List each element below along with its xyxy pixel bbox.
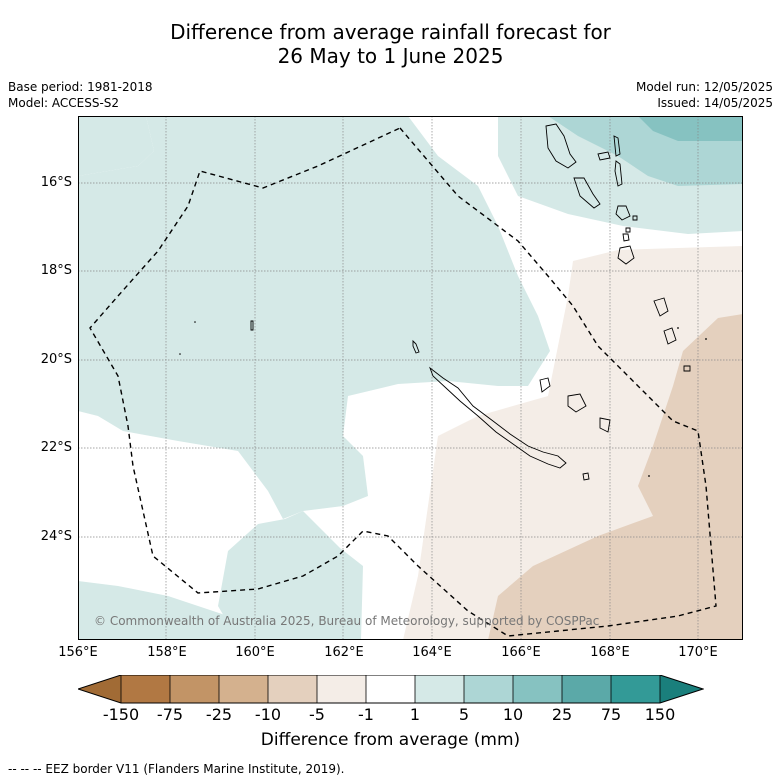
- rainfall-map: [78, 116, 743, 640]
- legend-tick-8: 10: [502, 705, 524, 724]
- lon-label-160e: 160°E: [235, 645, 275, 660]
- legend-tick-4: -5: [309, 705, 325, 724]
- lat-label-22s: 22°S: [40, 440, 72, 455]
- legend-swatch-3: [219, 675, 268, 703]
- map-title: Difference from average rainfall forecas…: [0, 20, 781, 68]
- base-period: Base period: 1981-2018: [8, 80, 153, 94]
- legend-tick-7: 5: [458, 705, 470, 724]
- legend-tick-2: -25: [205, 705, 233, 724]
- lon-label-156e: 156°E: [58, 645, 98, 660]
- legend-swatch-4: [268, 675, 317, 703]
- copyright-notice: © Commonwealth of Australia 2025, Bureau…: [94, 614, 600, 628]
- chesterfield-islet-2: [194, 321, 196, 323]
- colorbar-legend: [76, 674, 705, 709]
- wet-light-region-southwest: [78, 581, 238, 640]
- lon-label-168e: 168°E: [590, 645, 630, 660]
- lon-label-166e: 166°E: [501, 645, 541, 660]
- legend-tick-10: 75: [600, 705, 622, 724]
- island-east-1: [653, 297, 669, 317]
- title-line-1: Difference from average rainfall forecas…: [170, 20, 611, 44]
- new-caledonia-island: [429, 366, 567, 469]
- vanuatu-pentecost: [614, 160, 623, 187]
- chesterfield-islet-3: [179, 353, 181, 355]
- issued-date: Issued: 14/05/2025: [657, 96, 773, 110]
- lat-label-20s: 20°S: [40, 352, 72, 367]
- lon-label-162e: 162°E: [324, 645, 364, 660]
- dry-mid-region: [488, 314, 743, 640]
- vanuatu-efate: [615, 205, 631, 221]
- eez-footnote: -- -- -- EEZ border V11 (Flanders Marine…: [8, 762, 345, 776]
- legend-swatch-10: [562, 675, 611, 703]
- legend-tick-3: -10: [254, 705, 282, 724]
- legend-swatch-6: [366, 675, 415, 703]
- lat-label-24s: 24°S: [40, 529, 72, 544]
- legend-tick-6: 1: [409, 705, 421, 724]
- legend-tick-9: 25: [551, 705, 573, 724]
- legend-swatch-7: [415, 675, 464, 703]
- title-line-2: 26 May to 1 June 2025: [277, 44, 504, 68]
- vanuatu-erromango: [622, 233, 630, 242]
- legend-swatch-2: [170, 675, 219, 703]
- meta-right: Model run: 12/05/2025 Issued: 14/05/2025: [636, 79, 773, 111]
- wet-light-region-main: [78, 116, 550, 519]
- island-east-2: [663, 327, 677, 345]
- belep-islands: [412, 339, 420, 354]
- legend-swatch-0: [78, 675, 121, 703]
- legend-swatch-9: [513, 675, 562, 703]
- vanuatu-small-island-2: [632, 215, 638, 221]
- loyalty-island-ouvea: [539, 377, 551, 393]
- loyalty-island-lifou: [567, 393, 587, 413]
- legend-tick-11: 150: [644, 705, 676, 724]
- chesterfield-islet-1: [250, 320, 254, 331]
- legend-swatch-5: [317, 675, 366, 703]
- island-east-dot-3: [648, 475, 650, 477]
- lon-label-170e: 170°E: [678, 645, 718, 660]
- legend-tick-1: -75: [156, 705, 184, 724]
- wet-strong-region: [638, 116, 743, 141]
- vanuatu-tanna: [617, 245, 635, 265]
- legend-swatch-11: [611, 675, 660, 703]
- lat-label-16s: 16°S: [40, 175, 72, 190]
- vanuatu-espiritu-santo: [545, 123, 577, 169]
- vanuatu-malekula: [573, 177, 601, 209]
- isle-of-pines: [582, 472, 590, 481]
- map-border: [78, 116, 743, 640]
- lon-label-164e: 164°E: [412, 645, 452, 660]
- model-name: Model: ACCESS-S2: [8, 96, 120, 110]
- legend-swatch-1: [121, 675, 170, 703]
- graticule: [78, 116, 743, 640]
- island-east-dot-2: [677, 327, 679, 329]
- vanuatu-ambae: [597, 151, 611, 161]
- island-east-3: [683, 365, 691, 372]
- lon-label-158e: 158°E: [147, 645, 187, 660]
- loyalty-island-mare: [599, 417, 611, 433]
- legend-swatch-8: [464, 675, 513, 703]
- vanuatu-maewo: [613, 135, 621, 157]
- vanuatu-small-island-1: [625, 227, 631, 233]
- legend-swatch-12: [660, 675, 703, 703]
- island-east-dot-1: [705, 338, 707, 340]
- model-run: Model run: 12/05/2025: [635, 80, 773, 94]
- meta-left: Base period: 1981-2018 Model: ACCESS-S2: [8, 79, 153, 111]
- eez-border: [89, 127, 717, 637]
- legend-tick-0: -150: [102, 705, 140, 724]
- legend-title: Difference from average (mm): [260, 730, 521, 750]
- legend-tick-5: -1: [358, 705, 374, 724]
- lat-label-18s: 18°S: [40, 263, 72, 278]
- wet-light-region-west: [78, 116, 154, 176]
- wet-light-region-south: [218, 511, 363, 640]
